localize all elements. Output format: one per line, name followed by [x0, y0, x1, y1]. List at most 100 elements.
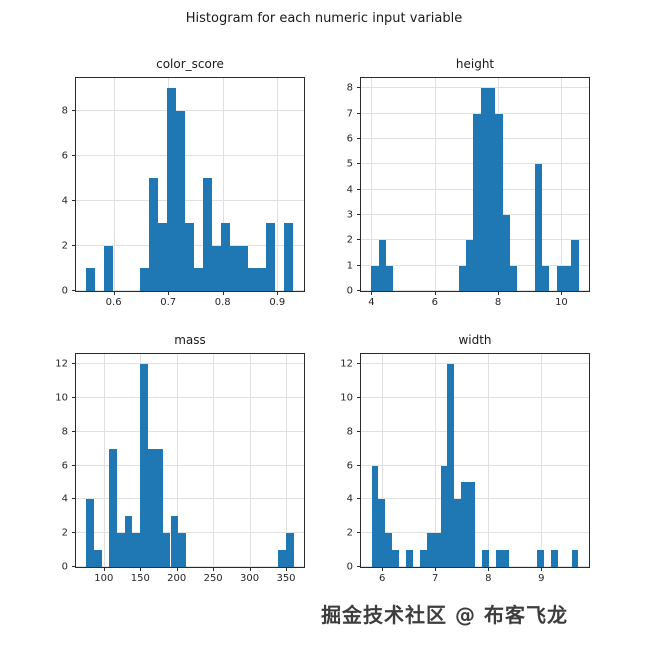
- hist-bar: [155, 448, 163, 567]
- x-gridline: [286, 354, 287, 567]
- subplot-width: width 6 7 8 9 0 2 4 6 8 10 12: [340, 331, 590, 584]
- x-tick-label: 10: [555, 297, 568, 308]
- hist-bar: [286, 533, 294, 567]
- hist-bar: [468, 482, 475, 567]
- hist-bar: [239, 245, 249, 291]
- x-tick-mark: [488, 567, 490, 571]
- subplot-title: height: [455, 57, 495, 71]
- y-tick-mark: [72, 464, 76, 466]
- hist-bar: [378, 240, 386, 291]
- x-tick-mark: [113, 291, 115, 295]
- y-gridline: [76, 109, 304, 111]
- hist-bar: [509, 265, 518, 291]
- hist-bar: [109, 448, 117, 567]
- hist-bar: [406, 550, 413, 567]
- x-tick-label: 9: [538, 573, 545, 584]
- y-tick-label: 2: [61, 527, 68, 539]
- x-gridline: [113, 78, 115, 291]
- plot-area: 100 150 200 250 300 350 0 2 4 6 8 10 12: [55, 353, 305, 584]
- x-gridline: [371, 78, 373, 291]
- x-gridline: [488, 354, 490, 567]
- y-tick-label: 6: [346, 460, 353, 472]
- hist-bar: [502, 214, 510, 291]
- x-gridline: [213, 354, 215, 567]
- hist-bar: [454, 499, 462, 567]
- x-tick-mark: [249, 567, 251, 571]
- y-tick-mark: [72, 154, 76, 156]
- y-tick-mark: [357, 213, 361, 215]
- plot-area: 4 6 8 10 0 1 2 3 4 5 6 7 8: [347, 77, 590, 308]
- x-gridline: [222, 78, 224, 291]
- hist-bar: [185, 223, 195, 291]
- x-gridline: [561, 78, 563, 291]
- hist-bar: [104, 245, 114, 291]
- hist-bar: [392, 550, 400, 567]
- y-tick-mark: [357, 163, 361, 165]
- hist-bar: [480, 88, 488, 291]
- hist-bar: [371, 465, 379, 567]
- x-tick-mark: [541, 567, 543, 571]
- hist-bar: [132, 533, 140, 567]
- hist-bar: [534, 164, 543, 291]
- hist-bar: [571, 240, 579, 291]
- subplot-title: width: [458, 333, 492, 347]
- y-tick-label: 0: [346, 285, 353, 297]
- hist-bar: [487, 88, 496, 291]
- y-tick-mark: [72, 199, 76, 201]
- y-tick-label: 12: [340, 358, 353, 370]
- x-tick-mark: [498, 291, 500, 295]
- hist-bar: [447, 364, 455, 567]
- y-tick-mark: [72, 566, 76, 567]
- x-tick-mark: [222, 291, 224, 295]
- x-tick-label: 7: [432, 573, 439, 584]
- x-tick-label: 0.8: [214, 297, 231, 308]
- hist-bar: [433, 533, 441, 567]
- hist-bar: [473, 113, 481, 291]
- y-tick-mark: [357, 498, 361, 500]
- x-tick-label: 6: [431, 297, 438, 308]
- y-tick-label: 6: [346, 133, 353, 145]
- y-tick-mark: [357, 430, 361, 432]
- y-gridline: [361, 396, 589, 398]
- y-tick-mark: [357, 239, 361, 241]
- hist-bar: [147, 448, 156, 567]
- hist-bar: [371, 265, 379, 291]
- hist-bar: [571, 550, 579, 567]
- hist-bar: [481, 550, 489, 567]
- y-tick-label: 4: [346, 493, 353, 505]
- y-gridline: [76, 498, 304, 500]
- x-tick-mark: [382, 567, 384, 571]
- hist-bar: [93, 550, 102, 567]
- x-gridline: [249, 354, 251, 567]
- x-tick-mark: [140, 567, 142, 571]
- x-tick-label: 0.9: [269, 297, 286, 308]
- y-tick-mark: [357, 396, 361, 398]
- y-tick-label: 2: [346, 234, 353, 246]
- subplot-color-score: color_score 0.6 0.7 0.8 0.9 0 2 4 6 8: [62, 55, 305, 308]
- hist-bar: [149, 178, 159, 291]
- y-tick-mark: [357, 264, 361, 266]
- hist-bar: [140, 268, 150, 291]
- x-tick-mark: [286, 567, 287, 571]
- x-gridline: [382, 354, 384, 567]
- y-tick-label: 0: [346, 561, 353, 573]
- y-tick-label: 8: [61, 426, 68, 438]
- x-tick-mark: [561, 291, 563, 295]
- x-gridline: [541, 354, 543, 567]
- hist-bar: [461, 482, 469, 567]
- x-gridline: [435, 354, 437, 567]
- hist-bar: [170, 516, 179, 567]
- x-gridline: [434, 78, 436, 291]
- hist-bar: [139, 364, 148, 567]
- x-tick-label: 0.7: [160, 297, 177, 308]
- y-tick-label: 4: [61, 195, 68, 207]
- hist-bar: [221, 223, 231, 291]
- x-gridline: [277, 78, 279, 291]
- hist-bar: [167, 88, 177, 291]
- x-tick-label: 300: [240, 573, 260, 584]
- hist-bar: [266, 223, 276, 291]
- watermark-text: 掘金技术社区 @ 布客飞龙: [321, 603, 568, 627]
- hist-bar: [86, 268, 96, 291]
- y-gridline: [361, 363, 589, 365]
- y-tick-label: 2: [346, 527, 353, 539]
